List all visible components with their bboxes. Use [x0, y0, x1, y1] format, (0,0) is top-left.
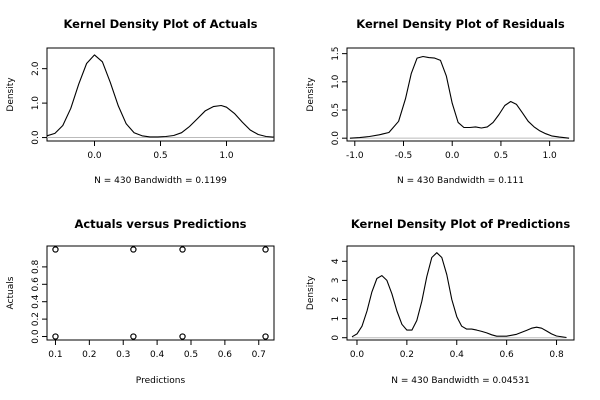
density-curve-1 [46, 54, 275, 138]
x-tick-label: 0.6 [499, 350, 514, 360]
chart-panel-3: Actuals versus Predictions 0.1 0.2 0.3 0.4 0.… [6, 217, 275, 386]
y-tick-label: 2 [331, 297, 341, 303]
y-axis-label: Density [6, 77, 16, 112]
y-axis-label: Actuals [6, 276, 16, 309]
plot-frame [46, 245, 275, 341]
density-curve-1 [351, 252, 567, 339]
y-tick-label: 1.0 [31, 96, 41, 111]
y-tick-label: 0.8 [31, 259, 41, 274]
scatter-point [52, 333, 59, 340]
x-tick-label: 1.0 [542, 151, 557, 161]
y-tick-label: 0.6 [31, 277, 41, 292]
y-tick-label: 0.0 [31, 329, 41, 344]
scatter-point [262, 333, 269, 340]
chart-title: Kernel Density Plot of Actuals [63, 17, 257, 31]
x-axis-label: N = 430 Bandwidth = 0.111 [397, 176, 524, 186]
x-tick-label: 0.4 [450, 350, 465, 360]
x-tick-label: 0.3 [116, 350, 130, 360]
plot-frame [46, 47, 275, 142]
scatter-point [52, 246, 59, 253]
y-tick-label: 0.5 [331, 103, 341, 117]
x-axis-label: N = 430 Bandwidth = 0.1199 [94, 176, 227, 186]
y-tick-label: 0.0 [331, 131, 341, 146]
x-tick-label: 0.1 [48, 350, 62, 360]
scatter-point [130, 246, 137, 253]
x-tick-label: 1.0 [219, 151, 234, 161]
y-tick-label: 1.5 [331, 46, 341, 60]
y-axis-label: Density [306, 275, 316, 310]
x-axis-label: Predictions [136, 376, 186, 386]
plot-frame [346, 47, 575, 142]
y-axis-label: Density [306, 77, 316, 112]
x-tick-label: 0.7 [252, 350, 266, 360]
chart-panel-2: Kernel Density Plot of Residuals -1.0 -0.5… [306, 17, 575, 186]
x-tick-label: 0.0 [445, 151, 460, 161]
y-tick-label: 1 [331, 316, 341, 322]
density-curve-1 [349, 55, 570, 139]
chart-title: Actuals versus Predictions [74, 217, 246, 231]
x-tick-label: 0.5 [153, 151, 167, 161]
y-tick-label: 2.0 [31, 61, 41, 76]
x-tick-label: 0.0 [87, 151, 102, 161]
y-tick-label: 0.4 [31, 294, 41, 309]
scatter-point [130, 333, 137, 340]
x-tick-label: -1.0 [346, 151, 364, 161]
chart-panel-1: Kernel Density Plot of Actuals 0.0 0.5 1.0 0… [6, 17, 275, 186]
x-tick-label: 0.6 [218, 350, 233, 360]
scatter-point [179, 246, 186, 253]
x-tick-label: 0.4 [150, 350, 165, 360]
x-axis-label: N = 430 Bandwidth = 0.04531 [391, 376, 529, 386]
x-tick-label: 0.2 [400, 350, 414, 360]
scatter-point [179, 333, 186, 340]
x-tick-label: 0.5 [494, 151, 508, 161]
plot-frame [346, 245, 575, 341]
x-tick-label: 0.8 [549, 350, 564, 360]
x-tick-label: 0.5 [184, 350, 198, 360]
y-tick-label: 1.0 [331, 74, 341, 89]
x-tick-label: 0.2 [82, 350, 96, 360]
y-tick-label: 4 [331, 258, 341, 264]
y-tick-label: 0.2 [31, 312, 41, 326]
x-tick-label: 0.0 [350, 350, 365, 360]
x-tick-label: -0.5 [395, 151, 413, 161]
chart-title: Kernel Density Plot of Residuals [356, 17, 565, 31]
y-tick-label: 0.0 [31, 130, 41, 145]
chart-panel-4: Kernel Density Plot of Predictions 0.0 0.2… [306, 217, 575, 386]
chart-title: Kernel Density Plot of Predictions [351, 217, 571, 231]
scatter-point [262, 246, 269, 253]
y-tick-label: 3 [331, 278, 341, 284]
y-tick-label: 0 [331, 335, 341, 341]
